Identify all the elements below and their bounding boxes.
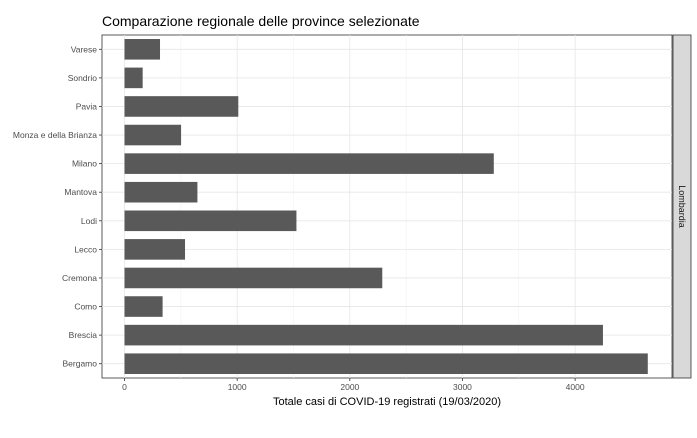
bar [124, 39, 161, 60]
y-tick-label: Bergamo [63, 359, 98, 369]
bar [124, 296, 163, 317]
bars [124, 39, 648, 374]
bar [124, 267, 383, 289]
y-tick-labels: Bergamo Brescia Como Cremona Lecco Lodi Mantov… [13, 44, 102, 369]
y-tick-label: Monza e della Brianza [13, 130, 97, 140]
bar [124, 353, 648, 374]
x-tick-label: 4000 [566, 382, 585, 392]
y-tick-label: Lecco [74, 244, 97, 254]
x-tick-label: 0 [122, 382, 127, 392]
y-tick-label: Brescia [69, 330, 98, 340]
bar [124, 67, 143, 89]
bar [124, 210, 297, 232]
x-tick-label: 1000 [228, 382, 247, 392]
bar [124, 96, 239, 117]
bar [124, 153, 494, 174]
y-tick-label: Milano [72, 159, 97, 169]
y-tick-label: Cremona [62, 273, 97, 283]
x-tick-label: 3000 [453, 382, 472, 392]
facet-strip [672, 34, 692, 379]
chart-title: Comparazione regionale delle province se… [102, 13, 420, 29]
y-tick-label: Lodi [81, 216, 97, 226]
x-tick-labels: 0 1000 2000 3000 4000 [122, 378, 585, 392]
y-tick-label: Como [74, 302, 97, 312]
plot-panel [101, 34, 673, 379]
x-axis-label: Totale casi di COVID-19 registrati (19/0… [273, 396, 501, 408]
y-tick-label: Varese [71, 44, 98, 54]
y-tick-label: Pavia [76, 101, 98, 111]
bar [124, 181, 198, 203]
bar [124, 124, 182, 146]
y-tick-label: Mantova [64, 187, 97, 197]
facet-strip-label: Lombardia [677, 185, 687, 228]
bar [124, 239, 186, 260]
bar [124, 324, 603, 346]
y-tick-label: Sondrio [68, 73, 98, 83]
x-tick-label: 2000 [340, 382, 359, 392]
